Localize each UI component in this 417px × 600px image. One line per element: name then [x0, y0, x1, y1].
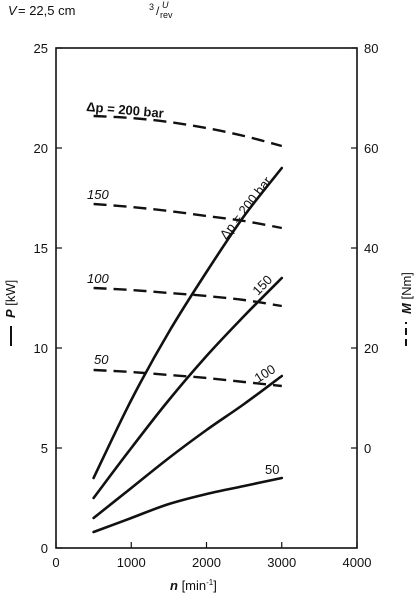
y-right-tick-label-3: 60	[364, 141, 378, 156]
x-axis-unit: [min	[178, 578, 206, 593]
torque-label-200-text: Δp = 200 bar	[86, 99, 165, 121]
torque-label-200: Δp = 200 bar	[86, 99, 165, 121]
torque-label-50: 50	[94, 352, 109, 367]
y-left-tick-label-5: 25	[34, 41, 48, 56]
header-unit-top: U	[162, 0, 169, 10]
x-tick-label-4: 4000	[343, 555, 372, 570]
y-left-tick-label-0: 0	[41, 541, 48, 556]
y-right-axis-unit: [Nm]	[399, 272, 414, 303]
y-right-axis-title: M [Nm]	[399, 272, 414, 346]
y-left-tick-label-2: 10	[34, 341, 48, 356]
power-curve-200	[92, 166, 284, 480]
y-right-tick-label-4: 80	[364, 41, 378, 56]
y-right-tick-label-1: 20	[364, 341, 378, 356]
torque-label-150: 150	[87, 187, 109, 202]
x-axis-var: n	[170, 578, 178, 593]
power-curve-100	[92, 374, 284, 520]
y-left-axis-ticks: 0 5 10 15 20 25	[34, 41, 62, 556]
x-axis-title: n [min-1]	[170, 578, 217, 593]
power-label-150: 150	[249, 272, 275, 298]
y-left-tick-label-1: 5	[41, 441, 48, 456]
y-right-axis-ticks: 0 20 40 60 80	[351, 41, 378, 456]
x-tick-label-1: 1000	[117, 555, 146, 570]
power-label-200: Δp = 200 bar	[217, 173, 275, 242]
x-tick-label-2: 2000	[192, 555, 221, 570]
torque-curve-200	[93, 114, 283, 148]
plot-frame	[55, 47, 358, 549]
y-left-tick-label-3: 15	[34, 241, 48, 256]
header-var: V	[8, 3, 18, 18]
header-value: = 22,5 cm	[18, 3, 75, 18]
x-tick-label-0: 0	[52, 555, 59, 570]
x-axis-unit-close: ]	[213, 578, 217, 593]
y-right-tick-label-2: 40	[364, 241, 378, 256]
x-tick-label-3: 3000	[267, 555, 296, 570]
y-left-axis-title: P [kW]	[3, 280, 18, 346]
torque-curves	[93, 114, 283, 388]
header-formula: V = 22,5 cm 3 / U rev	[8, 0, 173, 20]
power-curve-150	[92, 276, 284, 500]
torque-label-100: 100	[87, 271, 109, 286]
x-axis-unit-exp: -1	[206, 578, 214, 587]
x-axis-ticks: 0 1000 2000 3000 4000	[52, 542, 371, 570]
y-left-axis-label: P [kW]	[3, 280, 18, 318]
y-right-axis-label: M [Nm]	[399, 272, 414, 314]
header-unit-sup: 3	[149, 2, 154, 12]
y-left-tick-label-4: 20	[34, 141, 48, 156]
y-left-axis-var: P	[3, 309, 18, 318]
y-right-axis-var: M	[399, 302, 414, 314]
power-label-50: 50	[265, 462, 279, 477]
power-curve-50	[92, 476, 284, 534]
y-right-tick-label-0: 0	[364, 441, 371, 456]
y-left-axis-unit: [kW]	[3, 280, 18, 310]
header-unit-bottom: rev	[160, 10, 173, 20]
header-unit-slash: /	[156, 4, 160, 18]
power-curves	[92, 166, 284, 534]
